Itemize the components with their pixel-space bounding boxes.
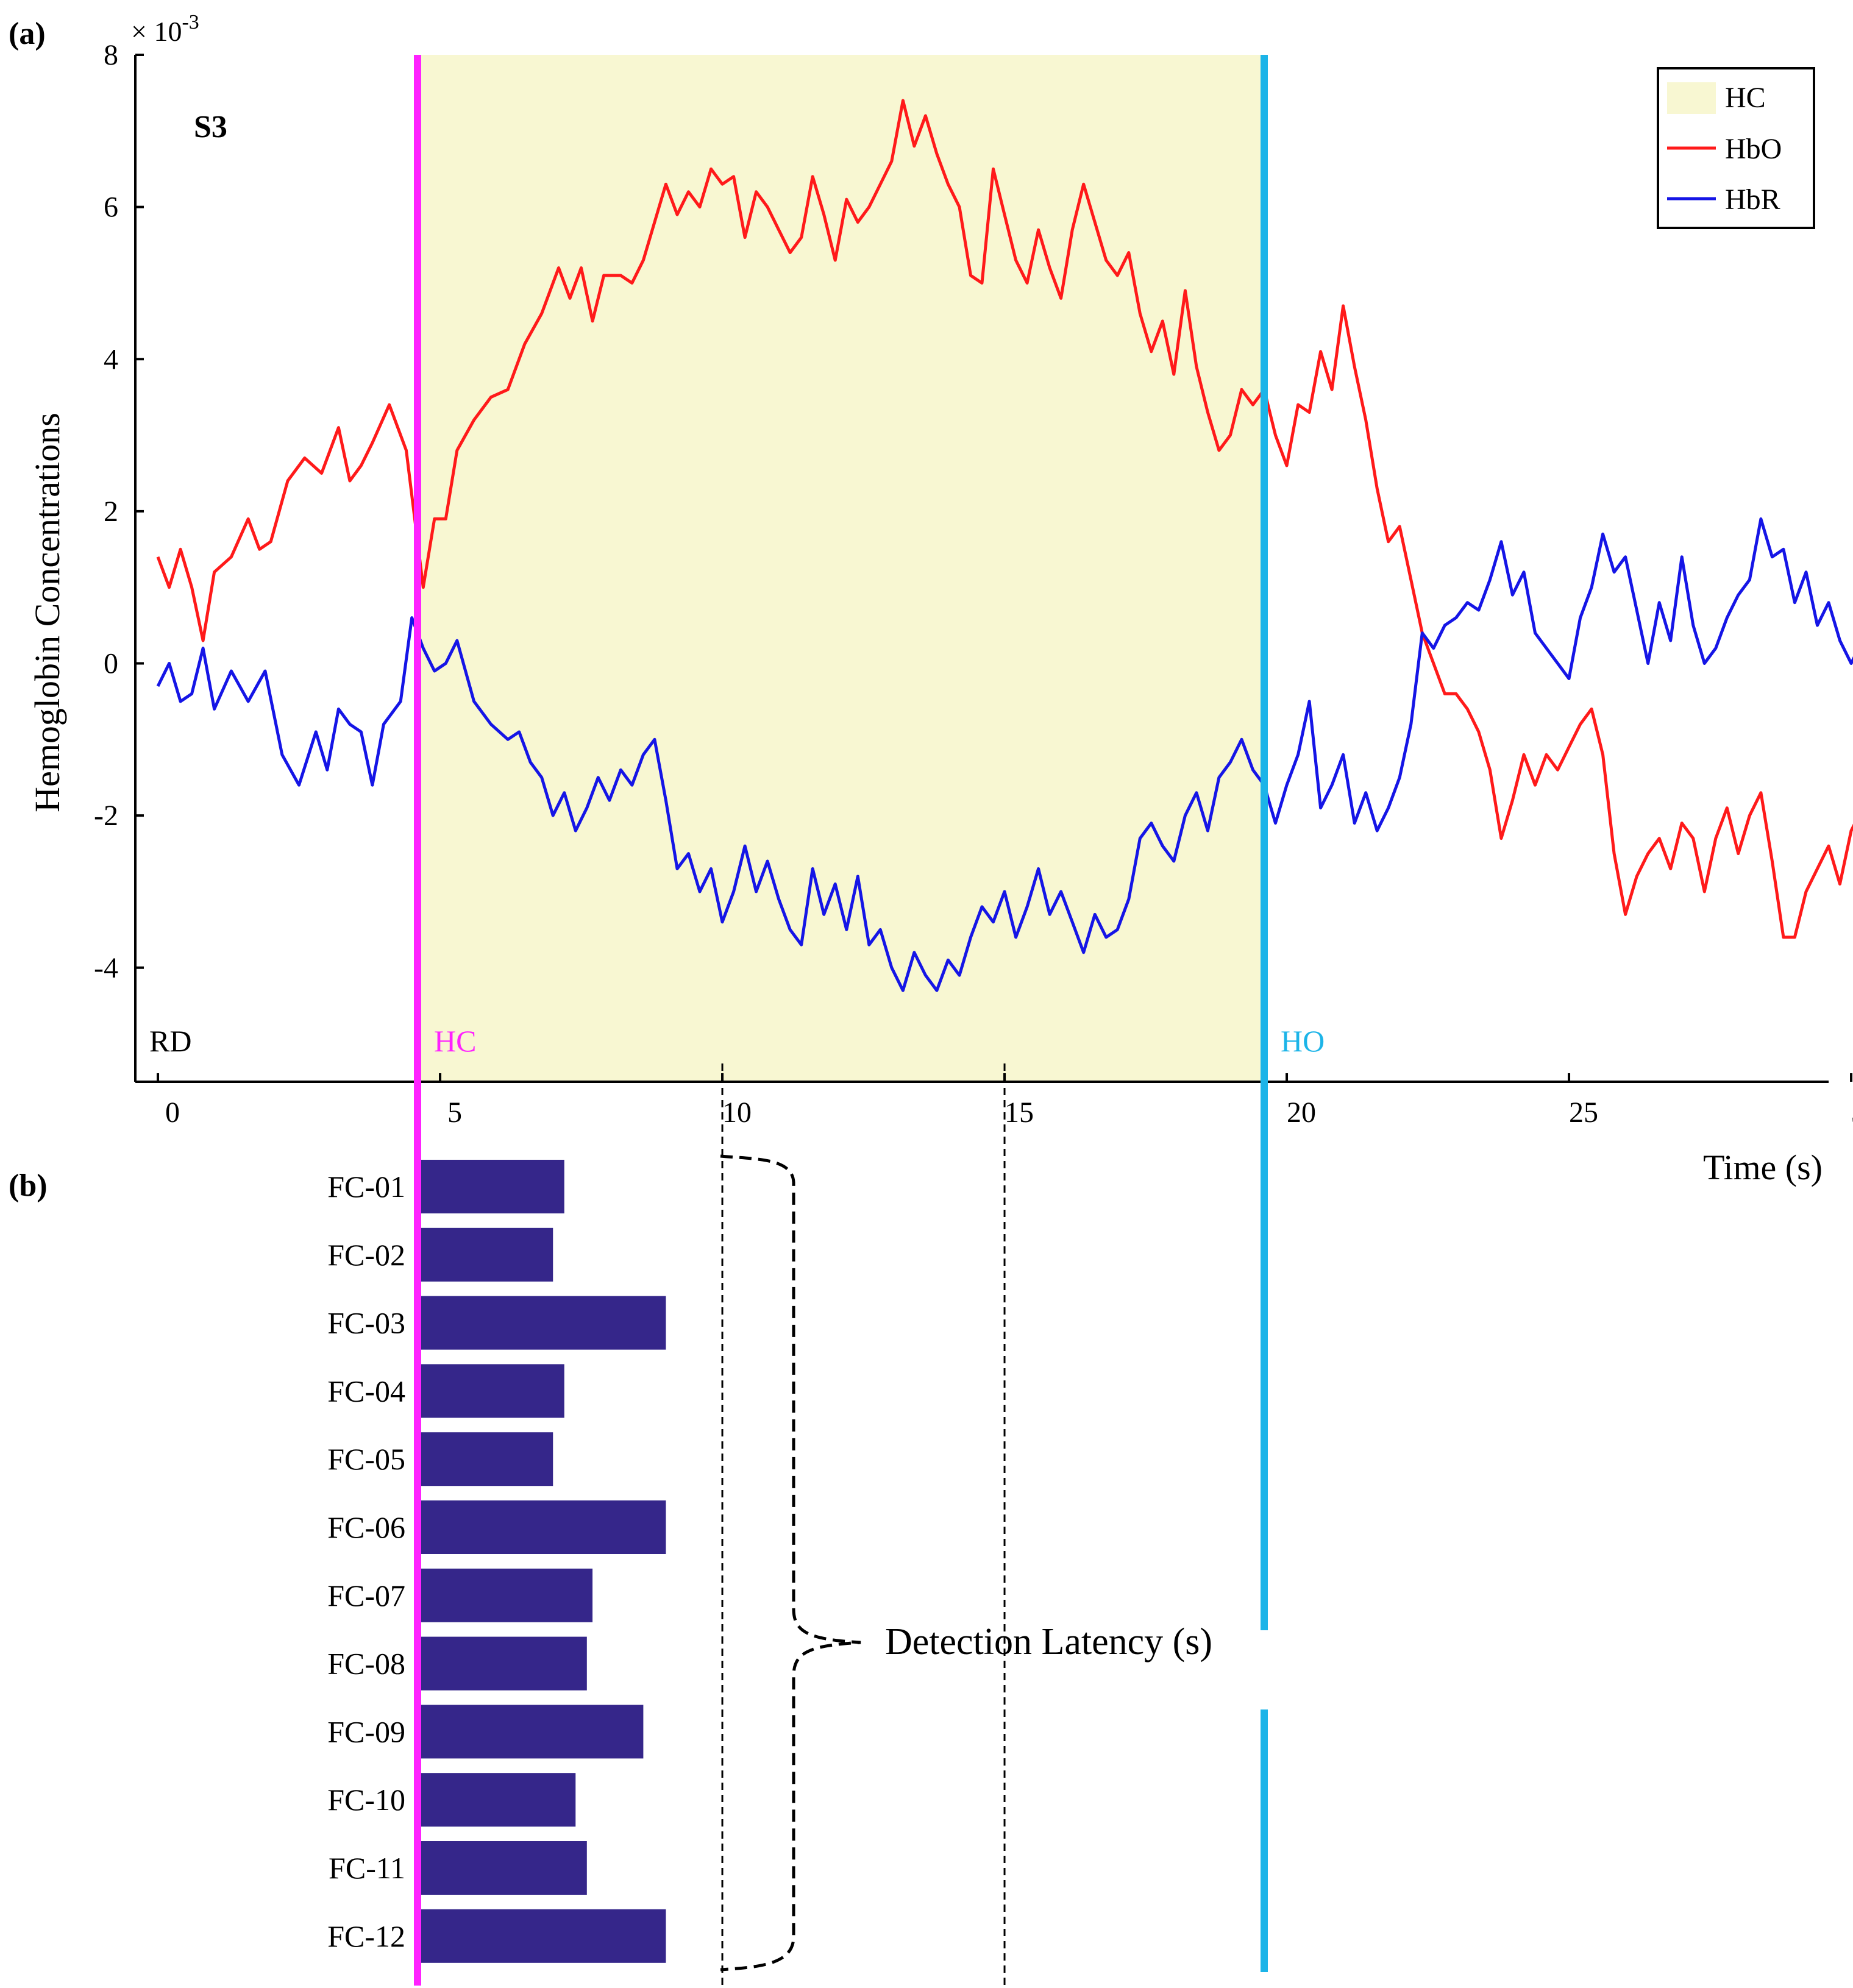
exponent-power: -3 [182, 11, 199, 34]
bar-fc-11 [418, 1841, 587, 1895]
bar-label-fc-03: FC-03 [327, 1306, 405, 1340]
bar-fc-06 [418, 1500, 666, 1554]
legend-hbr-label: HbR [1725, 183, 1780, 216]
region-label-hc: HC [434, 1024, 476, 1058]
series-layer [156, 99, 1853, 992]
bars [418, 1160, 666, 1963]
x-axis-label: Time (s) [1703, 1148, 1823, 1187]
x-tick-label: 10 [722, 1096, 752, 1129]
bar-labels: FC-01 FC-02 FC-03 FC-04 FC-05 FC-06 FC-07 FC-08… [327, 1170, 405, 1953]
y-tick-label: 4 [104, 343, 118, 375]
bar-label-fc-07: FC-07 [327, 1578, 405, 1613]
bar-label-fc-06: FC-06 [327, 1510, 405, 1544]
bar-label-fc-10: FC-10 [327, 1783, 405, 1817]
y-tick-label: 8 [104, 39, 118, 71]
bar-fc-10 [418, 1773, 576, 1827]
y-ticks: 8 6 4 2 0 -2 -4 [94, 39, 144, 984]
y-tick-label: 2 [104, 495, 118, 528]
latency-brace [720, 1154, 861, 1972]
bar-fc-07 [418, 1568, 593, 1622]
region-label-rd: RD [149, 1024, 191, 1058]
bar-fc-12 [418, 1909, 666, 1963]
x-tick-label: 20 [1287, 1096, 1316, 1129]
legend-hc-swatch [1667, 82, 1716, 114]
series-line-hbr [156, 517, 1853, 992]
bar-fc-05 [418, 1432, 553, 1486]
bar-label-fc-09: FC-09 [327, 1714, 405, 1748]
bar-label-fc-08: FC-08 [327, 1647, 405, 1681]
y-tick-label: -4 [94, 952, 118, 984]
bar-label-fc-01: FC-01 [327, 1170, 405, 1204]
panel-b-label: (b) [9, 1168, 48, 1203]
legend: HC HbO HbR [1657, 67, 1815, 229]
y-tick-label: 6 [104, 191, 118, 224]
bar-label-fc-11: FC-11 [329, 1851, 405, 1885]
x-tick-label: 30 [1851, 1096, 1853, 1129]
y-tick-label: -2 [94, 800, 118, 832]
bar-fc-01 [418, 1160, 564, 1213]
legend-hbo-label: HbO [1725, 133, 1782, 165]
hc-shaded-region [418, 55, 1264, 1081]
bar-fc-02 [418, 1227, 553, 1282]
x-tick-label: 15 [1005, 1096, 1034, 1129]
detection-latency-label: Detection Latency (s) [885, 1621, 1212, 1663]
bar-fc-08 [418, 1636, 587, 1691]
x-tick-label: 25 [1569, 1096, 1598, 1129]
panel-a-label: (a) [9, 16, 46, 51]
x-ticks: 0 5 10 15 20 25 30 [157, 1073, 1853, 1129]
exponent-base: × 10 [131, 16, 182, 47]
bar-label-fc-02: FC-02 [327, 1238, 405, 1272]
bar-label-fc-05: FC-05 [327, 1442, 405, 1476]
bar-label-fc-04: FC-04 [327, 1374, 405, 1408]
bar-label-fc-12: FC-12 [327, 1919, 405, 1953]
bar-fc-09 [418, 1705, 644, 1759]
x-tick-label: 0 [165, 1096, 180, 1129]
y-tick-label: 0 [104, 648, 118, 680]
panel-b-chart: FC-01 FC-02 FC-03 FC-04 FC-05 FC-06 FC-07 FC-08… [327, 1063, 1212, 1986]
x-tick-label: 5 [447, 1096, 462, 1129]
subject-label: S3 [194, 110, 227, 144]
exponent-label: × 10-3 [131, 11, 199, 47]
bar-fc-04 [418, 1364, 564, 1418]
y-axis-label: Hemoglobin Concentrations [27, 413, 67, 812]
legend-hc-label: HC [1725, 82, 1766, 114]
bar-fc-03 [418, 1296, 666, 1350]
region-label-ho: HO [1281, 1024, 1325, 1058]
series-line-hbo [156, 99, 1853, 939]
reference-lines [721, 1063, 1006, 1986]
